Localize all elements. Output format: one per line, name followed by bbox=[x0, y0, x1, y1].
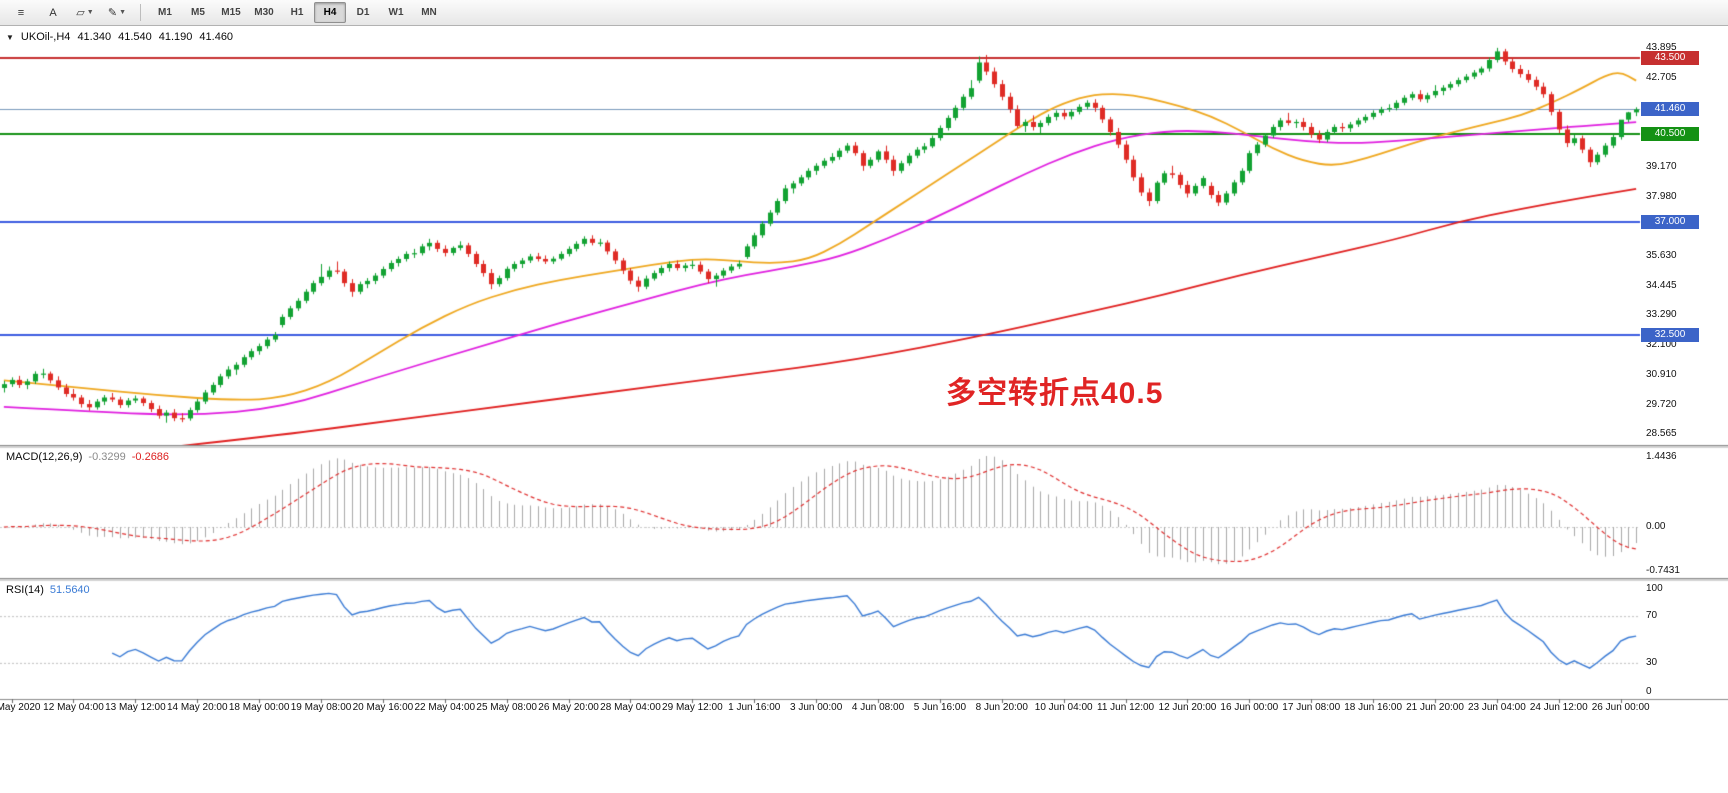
timeframe-button-d1[interactable]: D1 bbox=[356, 7, 370, 18]
ohlc-close: 41.460 bbox=[199, 31, 234, 43]
rsi-label: RSI(14) 51.5640 bbox=[6, 584, 90, 596]
chart-title: ▼ UKOil-,H4 41.340 41.540 41.190 41.460 bbox=[6, 31, 233, 43]
text-label-icon: A bbox=[49, 6, 57, 19]
timeframe-button-m1[interactable]: M1 bbox=[158, 7, 172, 18]
drawing-toolbar: ≡ A ▱ ▼ ✎ ▼ bbox=[6, 2, 132, 24]
macd-signal-value: -0.2686 bbox=[131, 451, 170, 463]
chart-annotation-text[interactable]: 多空转折点40.5 bbox=[946, 377, 1164, 410]
timeframe-button-h1[interactable]: H1 bbox=[290, 7, 304, 18]
shapes-tool-button[interactable]: ▱ ▼ bbox=[70, 2, 100, 24]
timeframe-button-m15[interactable]: M15 bbox=[221, 7, 241, 18]
draw-tool-button[interactable]: ✎ ▼ bbox=[102, 2, 132, 24]
ohlc-open: 41.340 bbox=[77, 31, 112, 43]
text-label-tool-button[interactable]: A bbox=[38, 2, 68, 24]
collapse-triangle-icon[interactable]: ▼ bbox=[6, 32, 14, 42]
timeframe-button-m5[interactable]: M5 bbox=[191, 7, 205, 18]
draw-icon: ✎ bbox=[107, 7, 118, 19]
rsi-name: RSI(14) bbox=[6, 584, 44, 596]
macd-label: MACD(12,26,9) -0.3299 -0.2686 bbox=[6, 451, 169, 463]
timeframe-button-h4[interactable]: H4 bbox=[314, 2, 346, 23]
ohlc-low: 41.190 bbox=[158, 31, 193, 43]
chart-lines-icon: ≡ bbox=[17, 6, 25, 19]
shapes-icon: ▱ bbox=[76, 7, 85, 19]
chevron-down-icon: ▼ bbox=[119, 9, 127, 16]
toolbar-separator bbox=[140, 4, 141, 21]
symbol-period-label: UKOil-,H4 bbox=[20, 31, 71, 43]
ohlc-high: 41.540 bbox=[118, 31, 152, 43]
chart-lines-tool-button[interactable]: ≡ bbox=[6, 2, 36, 24]
macd-name: MACD(12,26,9) bbox=[6, 451, 83, 463]
timeframe-button-mn[interactable]: MN bbox=[421, 7, 437, 18]
timeframe-toolbar: M1 M5 M15 M30 H1 H4 D1 W1 MN bbox=[149, 2, 445, 23]
toolbar: ≡ A ▱ ▼ ✎ ▼ M1 M5 M15 M30 H1 H4 D1 W1 MN bbox=[0, 0, 1728, 26]
timeframe-button-m30[interactable]: M30 bbox=[254, 7, 274, 18]
timeframe-button-w1[interactable]: W1 bbox=[388, 7, 404, 18]
chevron-down-icon: ▼ bbox=[86, 9, 94, 16]
rsi-value: 51.5640 bbox=[49, 584, 90, 596]
macd-main-value: -0.3299 bbox=[88, 451, 126, 463]
